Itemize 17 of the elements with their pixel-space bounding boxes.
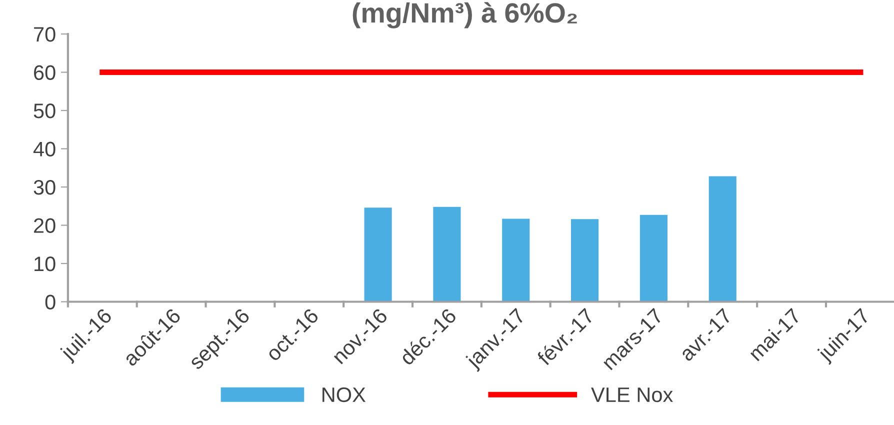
y-tick-label: 10 <box>34 256 56 272</box>
bar <box>571 219 599 302</box>
y-tick-label: 30 <box>34 180 56 195</box>
legend-label: VLE Nox <box>591 388 673 402</box>
y-tick-label: 0 <box>45 294 56 310</box>
bar <box>640 214 668 302</box>
chart-title: (mg/Nm³) à 6%O₂ <box>352 2 577 28</box>
y-tick-label: 20 <box>34 218 56 234</box>
y-tick-label: 60 <box>34 65 56 80</box>
bar <box>708 176 736 302</box>
y-tick-label: 70 <box>34 27 56 42</box>
legend-label: NOX <box>322 387 366 402</box>
bar <box>364 208 392 302</box>
y-tick-label: 40 <box>33 142 56 157</box>
y-tick-label: 50 <box>34 104 56 118</box>
bar <box>502 218 530 302</box>
bar <box>433 206 461 302</box>
